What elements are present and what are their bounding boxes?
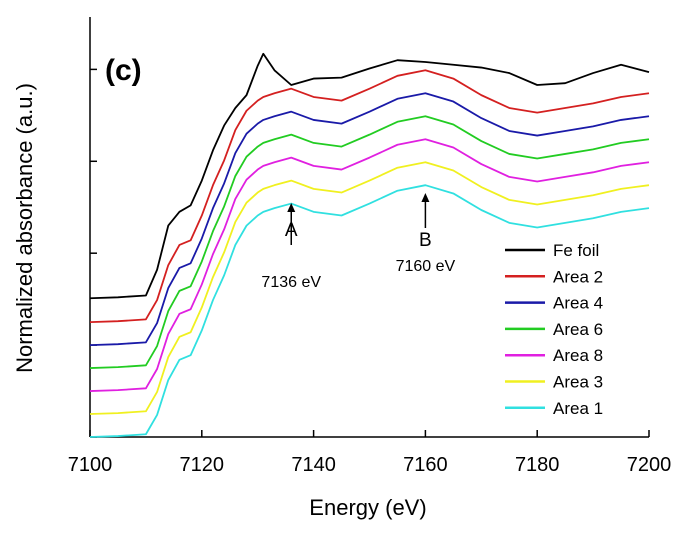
series-line — [89, 52, 650, 300]
annotation-letter: B — [419, 230, 432, 251]
annotation-arrowhead — [287, 203, 296, 212]
series-line — [89, 138, 650, 392]
legend-label: Area 4 — [553, 294, 603, 313]
x-tick-label: 7200 — [627, 454, 672, 476]
x-tick-label: 7160 — [403, 454, 448, 476]
series-line — [89, 184, 650, 438]
x-tick-label: 7100 — [68, 454, 113, 476]
panel-label: (c) — [105, 54, 142, 87]
annotation-letter: A — [285, 220, 298, 241]
x-tick-label: 7120 — [180, 454, 225, 476]
series-line — [89, 92, 650, 346]
legend-label: Area 3 — [553, 373, 603, 392]
legend-label: Fe foil — [553, 241, 599, 260]
series-line — [89, 115, 650, 369]
series-line — [89, 161, 650, 415]
y-axis-label: Normalized absorbance (a.u.) — [12, 83, 37, 373]
x-tick-label: 7180 — [515, 454, 560, 476]
annotation-energy: 7160 eV — [396, 258, 456, 275]
legend-label: Area 1 — [553, 399, 603, 418]
annotation-arrowhead — [421, 193, 430, 202]
x-tick-label: 7140 — [291, 454, 336, 476]
legend-label: Area 8 — [553, 346, 603, 365]
series-line — [89, 69, 650, 324]
annotation-energy: 7136 eV — [261, 274, 321, 291]
x-axis-label: Energy (eV) — [309, 495, 426, 520]
legend-label: Area 6 — [553, 320, 603, 339]
legend-label: Area 2 — [553, 267, 603, 286]
